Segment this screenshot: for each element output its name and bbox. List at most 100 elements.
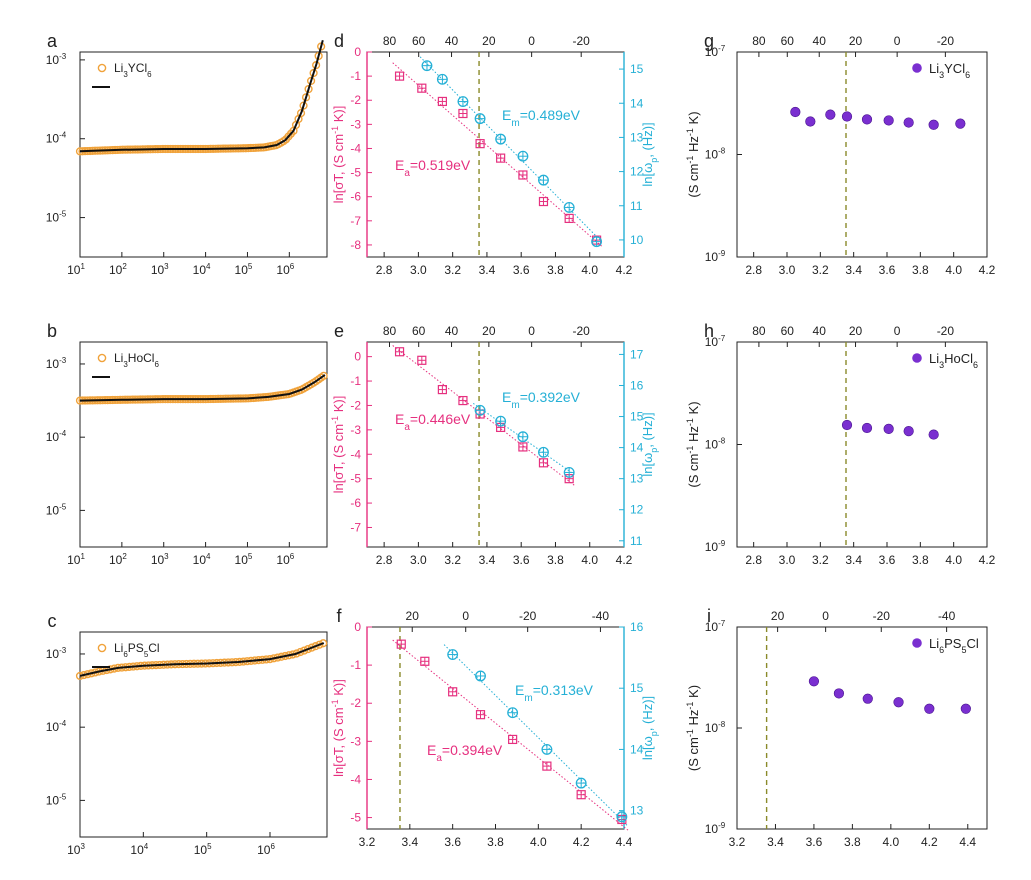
series-1-point: [517, 150, 529, 162]
top-tick-label: 60: [412, 324, 426, 338]
data-point: [903, 117, 914, 128]
data-point: [319, 639, 328, 648]
x-tick-label: 106: [276, 552, 294, 567]
x-tick-label: 3.4: [845, 263, 862, 277]
series-1-point: [538, 174, 549, 186]
y-tick-label: -2: [350, 93, 361, 107]
x-tick-label: 4.2: [616, 553, 633, 567]
top-tick-label: 40: [445, 324, 459, 338]
y-tick-label: -5: [350, 811, 361, 825]
y2-tick-label: 13: [630, 804, 644, 818]
y2-tick-label: 16: [630, 620, 644, 634]
y2-tick-label: 15: [630, 681, 644, 695]
legend-marker-label: Li6PS5Cl: [114, 641, 160, 659]
data-point: [805, 116, 816, 127]
series-1-point: [495, 133, 507, 145]
y-tick-label: 10-9: [705, 539, 726, 554]
y-tick-label: 10-7: [705, 44, 726, 59]
x-tick-label: 3.6: [879, 553, 896, 567]
legend-marker: [97, 353, 107, 363]
x-tick-label: 2.8: [745, 553, 762, 567]
x-tick-label: 3.0: [410, 553, 427, 567]
x-tick-label: 3.6: [444, 835, 461, 849]
plot-frame: [79, 341, 328, 548]
data-point: [303, 644, 313, 654]
y2-tick-label: 13: [630, 130, 644, 144]
series-1-point: [517, 431, 529, 443]
data-point: [825, 109, 836, 120]
x-tick-label: 3.2: [729, 835, 746, 849]
top-tick-label: 40: [813, 324, 827, 338]
y-tick-label: 10-8: [705, 720, 726, 735]
panel-label: a: [47, 31, 58, 51]
series-0-point: [394, 347, 405, 357]
y-tick-label: 10-5: [46, 792, 67, 807]
series-1-point: [563, 467, 575, 478]
series-0-point: [496, 153, 506, 163]
top-tick-label: -20: [573, 324, 591, 338]
panel-label: d: [334, 31, 344, 51]
y-tick-label: 0: [354, 45, 361, 59]
data-point: [300, 646, 309, 655]
x-tick-label: 3.2: [812, 553, 829, 567]
y2-axis-label: ln[ωp, (Hz)]: [640, 696, 659, 760]
top-tick-label: 80: [752, 34, 766, 48]
y-axis-units: (S cm-1 Hz-1 K): [685, 685, 701, 771]
series-1-point: [474, 113, 486, 125]
top-tick-label: 20: [406, 609, 420, 623]
plot-frame: [736, 626, 988, 830]
panel-h: h 2.8 3.0 3.2 3.4 3.6 3.8 4.0 4.2 80 60 40 20 0 -20 10-…: [685, 321, 996, 567]
data-point: [955, 118, 966, 129]
data-point: [893, 697, 904, 708]
data-point: [315, 640, 324, 649]
x-tick-label: 4.2: [979, 263, 996, 277]
y2-tick-label: 10: [630, 233, 644, 247]
series-0-point: [518, 170, 528, 180]
data-point: [883, 423, 894, 434]
x-tick-label: 3.6: [879, 263, 896, 277]
series-0-point: [576, 790, 586, 800]
series-1-point: [575, 777, 587, 789]
panel-label: e: [334, 321, 344, 341]
top-tick-label: -20: [519, 609, 537, 623]
y-tick-label: -1: [350, 658, 361, 672]
plot-frame: [366, 51, 625, 258]
y-tick-label: 10-3: [46, 52, 67, 67]
y-tick-label: -1: [350, 374, 361, 388]
y-tick-label: -2: [350, 696, 361, 710]
data-point: [311, 642, 320, 651]
top-tick-label: 40: [813, 34, 827, 48]
panel-a: a 101 102 103 104 105 106 10-5 10-4 10-3 Li3YCl6: [46, 31, 328, 277]
series-1-point: [436, 73, 448, 85]
x-tick-label: 4.0: [945, 553, 962, 567]
x-tick-label: 103: [151, 262, 169, 277]
y-axis-label: ln[σT, (S cm-1 K)]: [330, 396, 346, 494]
data-point: [841, 111, 853, 122]
y-tick-label: -2: [350, 398, 361, 412]
series-1-point: [447, 649, 459, 660]
panel-label: i: [707, 606, 711, 626]
plot-frame: [736, 341, 988, 548]
y-tick-label: -3: [350, 423, 361, 437]
top-tick-label: -40: [938, 609, 956, 623]
x-tick-label: 2.8: [376, 553, 393, 567]
top-tick-label: 20: [849, 34, 863, 48]
series-0-point: [396, 639, 406, 649]
series-0-energy-label: Ea=0.446eV: [395, 411, 471, 433]
y2-tick-label: 14: [630, 742, 644, 756]
y-axis-label: ln[σT, (S cm-1 K)]: [330, 106, 346, 204]
x-tick-label: 3.8: [912, 553, 929, 567]
series-0-point: [437, 96, 447, 107]
x-tick-label: 4.2: [573, 835, 590, 849]
y-tick-label: 10-7: [705, 619, 726, 634]
y2-tick-label: 12: [630, 503, 644, 517]
x-tick-label: 3.4: [479, 553, 496, 567]
series-fit-line: [419, 56, 603, 243]
x-tick-label: 3.4: [479, 263, 496, 277]
y-tick-label: -5: [350, 472, 361, 486]
x-tick-label: 3.4: [845, 553, 862, 567]
series-1-point: [541, 743, 553, 755]
panel-d: d2.8 3.0 3.2 3.4 3.6 3.8 4.0 4.280 60 40 20 0 -20-8-…: [330, 31, 659, 277]
x-tick-label: 3.8: [547, 263, 564, 277]
y-tick-label: -4: [350, 447, 361, 461]
